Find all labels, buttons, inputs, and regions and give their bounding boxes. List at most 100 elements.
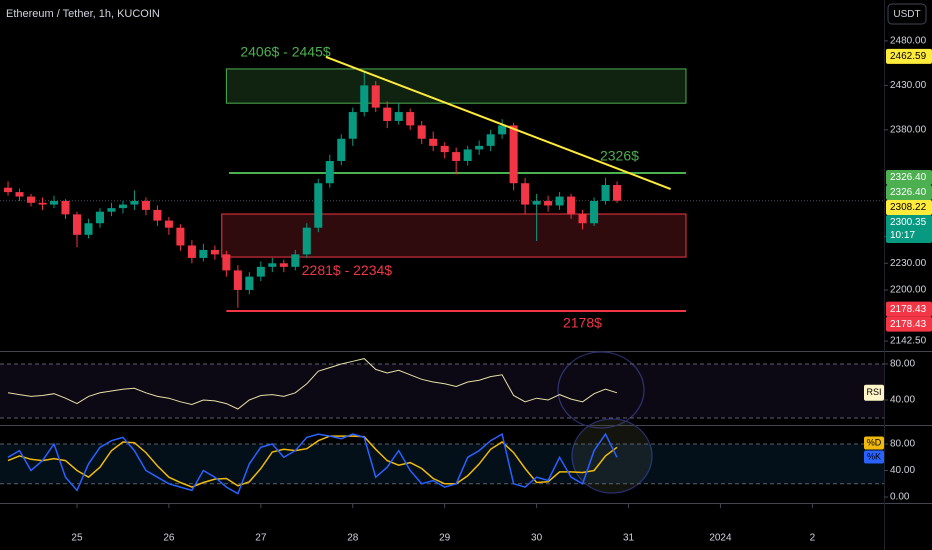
candle-body [590, 201, 599, 224]
price-tag [886, 215, 932, 244]
legend-label: %D [867, 437, 882, 447]
x-tick-label: 2 [810, 533, 816, 544]
x-tick-label: 26 [163, 533, 175, 544]
candle-body [4, 187, 13, 193]
x-tick-label: 27 [255, 533, 267, 544]
legend-swatch [864, 450, 884, 464]
candle-body [49, 201, 59, 205]
candle-body [153, 209, 162, 221]
candle-body [532, 201, 541, 205]
rsi-line [7, 358, 618, 410]
chart-title: Ethereum / Tether, 1h, KUCOIN [6, 8, 160, 20]
price-tag-label: 2326.40 [890, 172, 927, 183]
zone-label: 2406$ - 2445$ [240, 44, 331, 60]
y-tick-label: 2380.00 [890, 125, 927, 136]
price-tag [886, 48, 932, 64]
price-tag-label: 2308.22 [890, 202, 927, 213]
price-tag-label: 2178.43 [890, 304, 927, 315]
candle-body [555, 196, 564, 206]
candle-body [613, 185, 622, 201]
candle-body [38, 202, 47, 205]
y-tick-label: 40.00 [890, 465, 915, 476]
y-tick-label: 2480.00 [890, 36, 927, 47]
y-tick-label: 2200.00 [890, 285, 927, 296]
y-tick-label: 40.00 [890, 395, 915, 406]
y-tick-label: 2142.50 [890, 336, 927, 347]
candle-body [268, 263, 277, 267]
legend-label: %K [867, 451, 881, 461]
candle-body [440, 145, 449, 153]
candle-body [107, 208, 116, 212]
candle-body [27, 196, 36, 203]
candle-body [233, 270, 242, 290]
level-label: 2326$ [600, 148, 639, 164]
band-fill [0, 363, 884, 418]
candle-body [360, 85, 369, 113]
y-tick-label: 0.00 [890, 492, 910, 503]
currency-label[interactable]: USDT [893, 9, 920, 20]
candle-body [544, 201, 553, 206]
band-fill [0, 444, 884, 484]
y-tick-label: 80.00 [890, 439, 915, 450]
candle-body [256, 266, 265, 277]
x-tick-label: 31 [623, 533, 635, 544]
candle-body [130, 201, 139, 205]
price-tag-countdown: 10:17 [890, 230, 915, 241]
candle-body [417, 125, 426, 139]
candle-body [61, 201, 70, 215]
candle-body [72, 214, 82, 235]
candle-body [383, 107, 392, 121]
candle-body [118, 204, 127, 209]
rsi-tag-label: RSI [866, 387, 881, 397]
highlight-circle [571, 418, 653, 494]
candle-body [337, 138, 346, 161]
candle-body [429, 138, 438, 146]
price-tag [886, 200, 932, 216]
price-tag-label: 2178.43 [890, 319, 927, 330]
candle-body [279, 263, 288, 267]
trendline [325, 55, 672, 190]
candle-body [567, 196, 576, 215]
rsi-tag [864, 384, 884, 401]
candle-body [486, 134, 495, 146]
zone [221, 213, 687, 258]
candle-body [509, 125, 518, 184]
candle-body [187, 245, 196, 258]
candle-body [302, 227, 311, 255]
candle-body [463, 149, 472, 161]
highlight-circle [557, 351, 645, 429]
candle-body [475, 145, 484, 150]
candle-body [314, 183, 323, 228]
y-tick-label: 2230.00 [890, 258, 927, 269]
candle-body [245, 276, 254, 290]
candle-body [348, 112, 357, 139]
candle-body [15, 192, 24, 197]
zone-label: 2281$ - 2234$ [302, 262, 393, 278]
candle-body [394, 112, 403, 121]
candle-body [498, 125, 507, 135]
currency-button[interactable] [887, 3, 927, 25]
x-tick-label: 30 [531, 533, 543, 544]
price-tag [886, 316, 932, 332]
candle-body [164, 220, 173, 228]
candle-body [199, 249, 208, 258]
y-tick-label: 80.00 [890, 359, 915, 370]
stoch-line [7, 432, 618, 495]
candle-body [325, 160, 334, 184]
candle-body [371, 85, 380, 108]
candle-body [521, 183, 530, 205]
candle-body [291, 254, 300, 267]
price-tag-label: 2326.40 [890, 187, 927, 198]
candle-body [406, 112, 415, 126]
x-tick-label: 28 [347, 533, 359, 544]
price-tag-label: 2462.59 [890, 51, 927, 62]
candle-body [95, 211, 104, 224]
price-tag [886, 185, 932, 201]
candle-body [222, 254, 231, 271]
level-label: 2178$ [563, 315, 602, 331]
candle-body [578, 214, 587, 224]
stoch-line [7, 435, 618, 488]
